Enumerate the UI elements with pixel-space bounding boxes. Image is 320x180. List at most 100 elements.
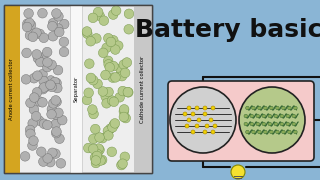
Circle shape xyxy=(120,68,130,78)
Circle shape xyxy=(52,128,61,138)
Circle shape xyxy=(95,11,104,21)
Circle shape xyxy=(109,61,118,71)
Circle shape xyxy=(93,79,102,89)
Circle shape xyxy=(26,129,35,139)
Circle shape xyxy=(119,107,129,116)
Circle shape xyxy=(22,48,31,58)
Circle shape xyxy=(268,114,272,118)
Circle shape xyxy=(91,158,101,168)
Circle shape xyxy=(191,112,195,116)
Circle shape xyxy=(280,122,284,126)
Circle shape xyxy=(288,106,291,110)
Circle shape xyxy=(258,130,261,134)
Circle shape xyxy=(106,37,116,47)
Circle shape xyxy=(124,9,134,19)
Circle shape xyxy=(246,130,249,134)
FancyBboxPatch shape xyxy=(168,81,314,161)
Circle shape xyxy=(203,130,207,134)
Circle shape xyxy=(50,77,60,87)
Circle shape xyxy=(89,134,98,144)
Circle shape xyxy=(104,131,113,140)
Circle shape xyxy=(86,36,95,46)
Circle shape xyxy=(39,119,49,129)
Circle shape xyxy=(104,60,113,69)
Circle shape xyxy=(116,70,125,80)
Circle shape xyxy=(276,106,279,110)
Circle shape xyxy=(262,114,266,118)
Circle shape xyxy=(25,18,34,28)
Circle shape xyxy=(115,93,124,102)
Circle shape xyxy=(108,73,117,82)
Circle shape xyxy=(42,47,52,57)
Circle shape xyxy=(29,93,39,102)
Circle shape xyxy=(203,112,207,116)
Circle shape xyxy=(21,75,31,84)
Circle shape xyxy=(239,87,305,153)
Circle shape xyxy=(268,122,272,126)
Circle shape xyxy=(118,159,127,168)
Circle shape xyxy=(88,13,98,23)
Circle shape xyxy=(124,87,133,97)
Circle shape xyxy=(124,24,133,34)
Circle shape xyxy=(51,119,60,129)
Circle shape xyxy=(38,69,47,79)
Circle shape xyxy=(258,106,261,110)
Circle shape xyxy=(274,122,277,126)
Bar xyxy=(4,5,152,173)
Circle shape xyxy=(24,9,33,18)
Circle shape xyxy=(84,59,94,68)
Circle shape xyxy=(29,136,38,145)
Circle shape xyxy=(35,97,44,106)
Circle shape xyxy=(33,53,43,63)
Circle shape xyxy=(111,73,120,82)
Circle shape xyxy=(33,71,42,80)
Circle shape xyxy=(109,120,119,130)
Circle shape xyxy=(34,116,44,125)
Circle shape xyxy=(191,130,195,134)
Circle shape xyxy=(250,122,253,126)
Circle shape xyxy=(91,124,100,134)
Circle shape xyxy=(98,133,107,143)
Circle shape xyxy=(294,106,297,110)
Circle shape xyxy=(91,156,101,165)
Circle shape xyxy=(56,159,66,168)
Circle shape xyxy=(110,45,120,54)
Circle shape xyxy=(108,96,117,105)
Circle shape xyxy=(117,71,127,81)
Circle shape xyxy=(51,96,60,105)
Circle shape xyxy=(270,106,273,110)
Circle shape xyxy=(38,53,47,62)
Circle shape xyxy=(45,157,55,167)
Circle shape xyxy=(244,114,248,118)
Circle shape xyxy=(183,112,187,116)
Circle shape xyxy=(35,29,44,39)
Circle shape xyxy=(170,87,236,153)
Circle shape xyxy=(197,118,201,122)
Circle shape xyxy=(123,87,132,97)
Circle shape xyxy=(256,114,260,118)
Circle shape xyxy=(101,70,110,80)
Circle shape xyxy=(252,106,255,110)
Circle shape xyxy=(43,62,52,72)
Circle shape xyxy=(96,156,105,165)
Circle shape xyxy=(114,41,123,50)
Circle shape xyxy=(46,76,56,85)
Circle shape xyxy=(116,64,125,74)
Circle shape xyxy=(59,37,69,47)
Circle shape xyxy=(286,114,290,118)
Circle shape xyxy=(282,130,285,134)
Circle shape xyxy=(28,119,37,128)
Circle shape xyxy=(292,114,296,118)
Circle shape xyxy=(51,149,60,159)
Circle shape xyxy=(47,60,56,69)
Circle shape xyxy=(49,99,58,108)
Circle shape xyxy=(288,130,291,134)
Circle shape xyxy=(47,82,57,92)
Circle shape xyxy=(280,114,284,118)
Circle shape xyxy=(185,124,189,128)
Circle shape xyxy=(244,122,248,126)
Circle shape xyxy=(256,122,260,126)
Circle shape xyxy=(36,147,46,157)
Circle shape xyxy=(103,126,113,136)
Circle shape xyxy=(22,22,32,32)
